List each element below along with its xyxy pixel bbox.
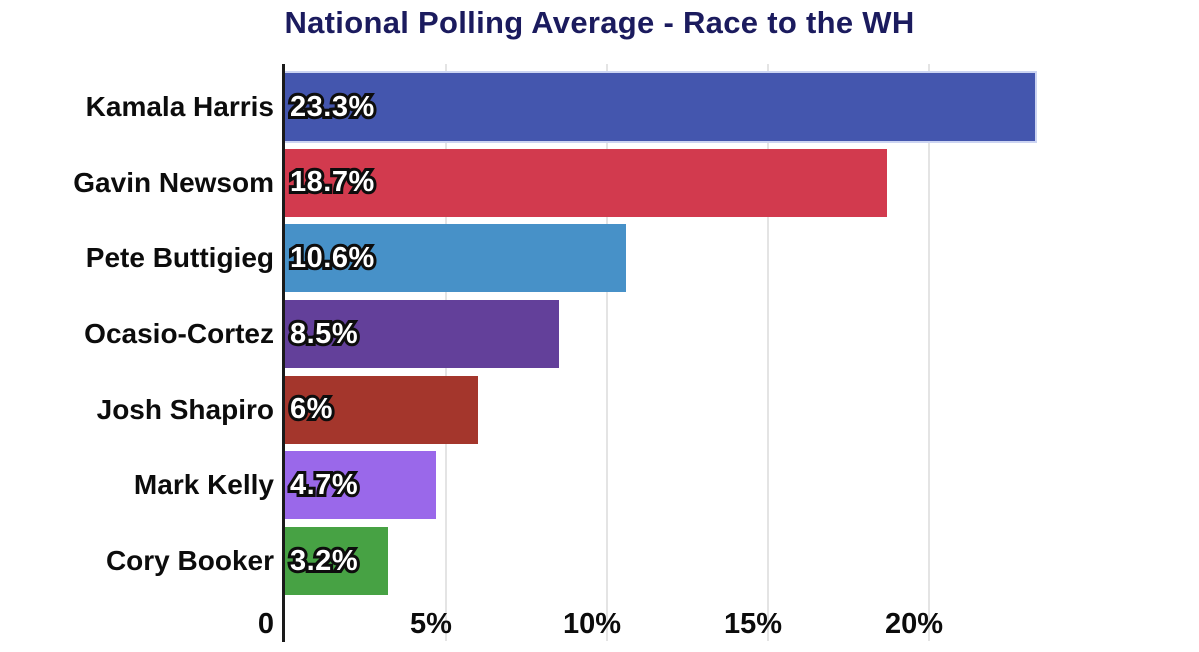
value-label-wrap: 10.6% 10.6% bbox=[287, 239, 377, 277]
value-label-outline: 23.3% bbox=[287, 88, 377, 126]
bar-row-cory-booker: Cory Booker 3.2% 3.2% bbox=[0, 527, 1199, 596]
value-label-outline: 4.7% bbox=[287, 466, 361, 504]
bar: 3.2% 3.2% bbox=[285, 527, 389, 596]
value-label-wrap: 4.7% 4.7% bbox=[287, 466, 361, 504]
value-label-wrap: 6% 6% bbox=[287, 390, 335, 428]
value-label-outline: 10.6% bbox=[287, 239, 377, 277]
bar-row-gavin-newsom: Gavin Newsom 18.7% 18.7% bbox=[0, 148, 1199, 217]
bar-row-josh-shapiro: Josh Shapiro 6% 6% bbox=[0, 375, 1199, 444]
bar-row-mark-kelly: Mark Kelly 4.7% 4.7% bbox=[0, 451, 1199, 520]
bar-row-kamala-harris: Kamala Harris 23.3% 23.3% bbox=[0, 71, 1199, 143]
category-label: Kamala Harris bbox=[85, 91, 274, 122]
value-label: 3.2% bbox=[290, 544, 359, 577]
value-label-outline: 18.7% bbox=[287, 163, 377, 201]
gridline-10pct bbox=[606, 64, 608, 641]
bar-rows: Kamala Harris 23.3% 23.3% Gavin Newsom 18… bbox=[0, 71, 1199, 596]
bar-row-pete-buttigieg: Pete Buttigieg 10.6% 10.6% bbox=[0, 224, 1199, 293]
plot-area: Kamala Harris 23.3% 23.3% Gavin Newsom 18… bbox=[0, 64, 1199, 644]
gridline-15pct bbox=[767, 64, 769, 641]
bar-row-ocasio-cortez: Ocasio-Cortez 8.5% 8.5% bbox=[0, 300, 1199, 369]
value-label: 23.3% bbox=[290, 90, 375, 123]
category-label: Pete Buttigieg bbox=[85, 242, 274, 274]
bar: 10.6% 10.6% bbox=[285, 224, 627, 293]
y-axis-line bbox=[282, 64, 285, 642]
value-label: 6% bbox=[290, 393, 333, 426]
value-label-wrap: 3.2% 3.2% bbox=[287, 542, 361, 580]
bar: 8.5% 8.5% bbox=[285, 300, 559, 369]
value-label-wrap: 18.7% 18.7% bbox=[287, 163, 377, 201]
x-tick-15pct: 15% bbox=[723, 608, 783, 640]
x-tick-20pct: 20% bbox=[884, 608, 944, 640]
value-label-outline: 6% bbox=[287, 390, 335, 428]
value-label-outline: 8.5% bbox=[287, 315, 361, 353]
value-label-wrap: 8.5% 8.5% bbox=[287, 315, 361, 353]
category-label: Mark Kelly bbox=[133, 469, 274, 501]
chart-title: National Polling Average - Race to the W… bbox=[284, 5, 915, 40]
value-label-wrap: 23.3% 23.3% bbox=[287, 88, 377, 126]
bar: 18.7% 18.7% bbox=[285, 148, 888, 217]
x-tick-10pct: 10% bbox=[562, 608, 622, 640]
category-label: Gavin Newsom bbox=[73, 166, 274, 198]
bar: 6% 6% bbox=[285, 375, 479, 444]
category-label: Ocasio-Cortez bbox=[84, 318, 274, 350]
x-tick-5pct: 5% bbox=[410, 608, 452, 640]
category-label: Josh Shapiro bbox=[96, 393, 274, 425]
value-label-outline: 3.2% bbox=[287, 542, 361, 580]
value-label: 8.5% bbox=[290, 317, 359, 350]
gridline-20pct bbox=[928, 64, 930, 641]
value-label: 18.7% bbox=[290, 166, 375, 199]
bar: 4.7% 4.7% bbox=[285, 451, 437, 520]
category-label: Cory Booker bbox=[105, 545, 274, 577]
value-label: 4.7% bbox=[290, 468, 359, 501]
bar: 23.3% 23.3% bbox=[282, 71, 1038, 143]
value-label: 10.6% bbox=[290, 241, 375, 274]
x-tick-0: 0 bbox=[257, 608, 274, 640]
